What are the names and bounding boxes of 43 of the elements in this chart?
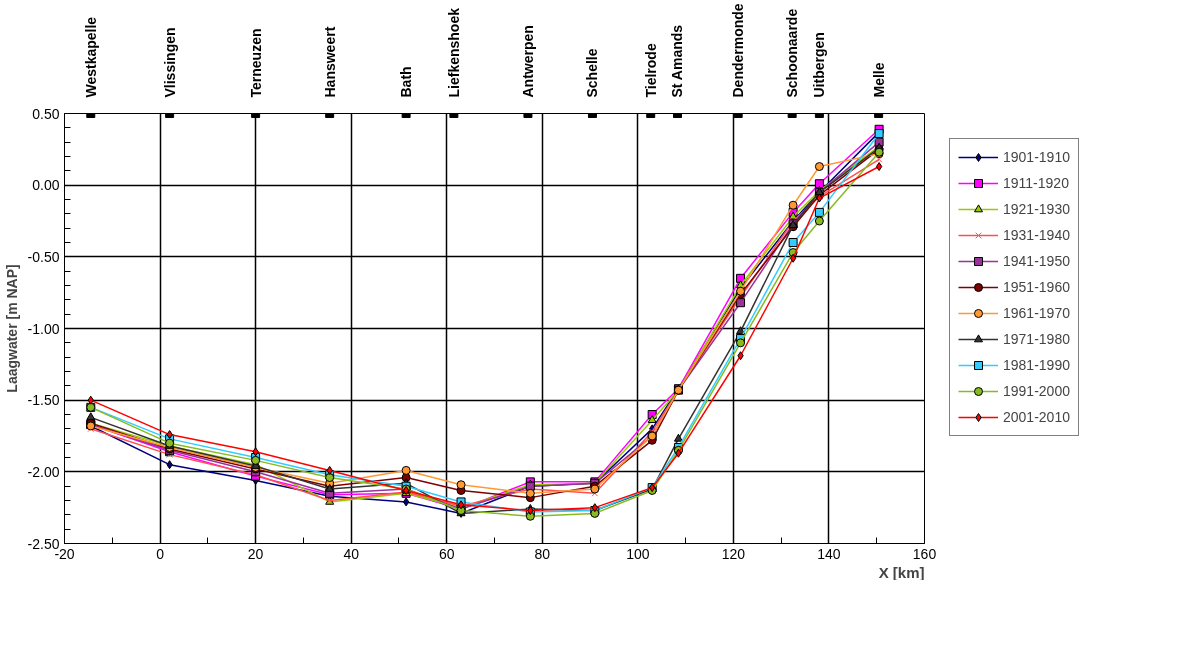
- legend-label: 1951-1960: [1003, 279, 1070, 295]
- annotation: Tielrode: [642, 43, 659, 98]
- y-tick-label: -1.00: [27, 320, 60, 337]
- legend-label: 1941-1950: [1003, 253, 1070, 269]
- y-tick-label: 0.00: [32, 177, 60, 194]
- x-tick-label: 160: [912, 545, 937, 562]
- legend-label: 1921-1930: [1003, 201, 1070, 217]
- legend-label: 1901-1910: [1003, 149, 1070, 165]
- y-tick-label: -0.50: [27, 248, 60, 265]
- y-axis-title: Laagwater [m NAP]: [3, 264, 20, 393]
- x-tick-label: 140: [817, 545, 841, 562]
- x-tick-label: 40: [343, 545, 360, 562]
- annotation: Schelle: [584, 48, 601, 98]
- annotation: Melle: [870, 62, 887, 98]
- y-tick-label: -1.50: [27, 392, 60, 409]
- annotation: St Amands: [669, 24, 686, 98]
- annotation: Dendermonde: [730, 3, 747, 98]
- annotation: Antwerpen: [519, 25, 536, 98]
- x-tick-label: 60: [438, 545, 455, 562]
- legend-label: 1981-1990: [1003, 357, 1070, 373]
- annotation: Liefkenshoek: [445, 7, 462, 98]
- legend-label: 1911-1920: [1003, 175, 1069, 191]
- x-tick-label: 20: [247, 545, 264, 562]
- x-tick-label: 80: [534, 545, 551, 562]
- x-axis-title: X [km]: [878, 563, 925, 581]
- annotation: Schoonaarde: [784, 8, 801, 98]
- legend-label: 1931-1940: [1003, 227, 1070, 243]
- annotation: Bath: [398, 66, 415, 98]
- legend-label: 1991-2000: [1003, 383, 1070, 399]
- annotation: Terneuzen: [247, 28, 264, 98]
- y-tick-label: 0.50: [32, 105, 60, 122]
- y-tick-label: -2.00: [27, 463, 60, 480]
- annotation: Hansweert: [321, 26, 338, 98]
- legend-label: 2001-2010: [1003, 409, 1070, 425]
- x-tick-label: 100: [626, 545, 650, 562]
- annotation: Vlissingen: [161, 27, 178, 98]
- annotation: Uitbergen: [811, 32, 828, 98]
- annotation: Westkapelle: [82, 16, 99, 98]
- x-tick-label: 0: [156, 545, 165, 562]
- legend-label: 1961-1970: [1003, 305, 1070, 321]
- x-tick-label: 120: [721, 545, 746, 562]
- legend-label: 1971-1980: [1003, 331, 1070, 347]
- y-tick-label: -2.50: [27, 535, 60, 552]
